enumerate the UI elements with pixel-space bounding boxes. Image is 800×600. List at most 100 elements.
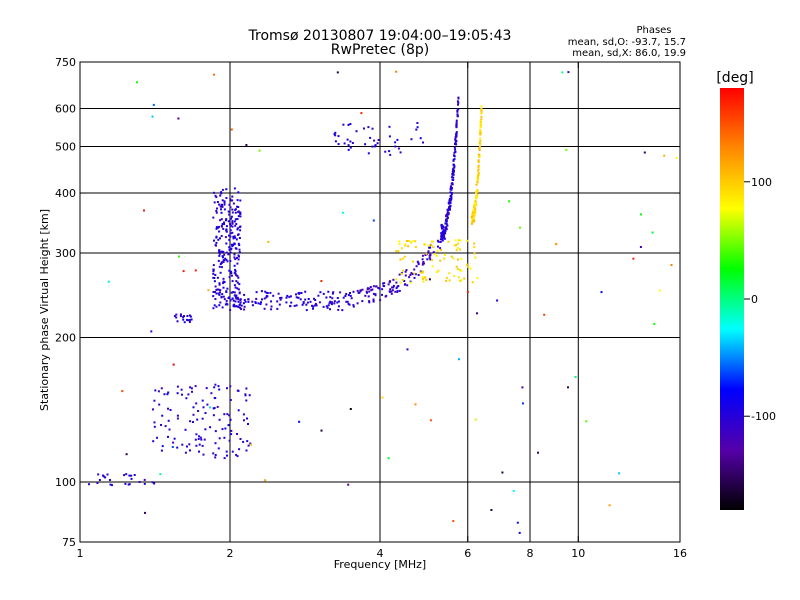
- data-point: [152, 408, 154, 411]
- data-point: [213, 280, 216, 283]
- data-point: [445, 276, 448, 279]
- data-point: [230, 243, 233, 246]
- data-point: [270, 305, 273, 308]
- data-point: [237, 276, 240, 279]
- data-point: [245, 449, 248, 452]
- data-point: [223, 436, 226, 439]
- data-point: [172, 363, 175, 366]
- data-point: [222, 261, 225, 263]
- data-point: [478, 147, 481, 150]
- data-point: [215, 288, 218, 291]
- data-point: [151, 115, 154, 118]
- data-point: [214, 291, 217, 293]
- data-point: [195, 444, 198, 447]
- data-point: [426, 258, 429, 261]
- data-point: [255, 297, 258, 300]
- data-point: [314, 302, 317, 305]
- data-point: [417, 261, 420, 264]
- data-point: [451, 178, 454, 181]
- data-point: [229, 399, 232, 401]
- data-point: [455, 140, 458, 143]
- data-point: [424, 276, 427, 279]
- data-point: [414, 240, 417, 243]
- data-point: [429, 258, 432, 261]
- data-point: [230, 291, 233, 294]
- data-point: [349, 294, 352, 297]
- data-point: [231, 450, 234, 453]
- data-point: [480, 115, 483, 118]
- data-point: [441, 233, 444, 236]
- data-point: [188, 314, 191, 317]
- data-point: [336, 71, 339, 74]
- data-point: [236, 218, 239, 220]
- data-point: [189, 449, 191, 452]
- data-point: [315, 304, 318, 307]
- data-point: [441, 239, 444, 242]
- data-point: [181, 393, 183, 396]
- data-point: [449, 195, 452, 198]
- data-point: [453, 151, 456, 154]
- data-point: [444, 230, 447, 233]
- data-point: [322, 305, 325, 308]
- data-point: [414, 403, 417, 406]
- data-point: [216, 288, 219, 291]
- data-point: [235, 305, 238, 308]
- data-point: [226, 454, 228, 457]
- data-point: [471, 221, 474, 224]
- data-point: [265, 303, 268, 306]
- data-point: [404, 270, 407, 273]
- data-point: [347, 148, 350, 151]
- data-point: [382, 285, 385, 287]
- data-point: [376, 142, 379, 145]
- data-point: [427, 250, 430, 253]
- data-point: [479, 119, 482, 122]
- data-point: [225, 242, 228, 245]
- data-point: [388, 135, 391, 138]
- data-point: [349, 292, 351, 294]
- data-point: [215, 211, 218, 214]
- data-point: [242, 440, 245, 443]
- data-point: [222, 256, 224, 259]
- data-point: [229, 419, 232, 421]
- data-point: [225, 290, 228, 293]
- data-point: [395, 278, 398, 281]
- data-point: [325, 296, 328, 299]
- data-point: [258, 149, 261, 152]
- data-point: [452, 170, 455, 173]
- data-point: [368, 300, 371, 303]
- data-point: [454, 138, 457, 141]
- data-point: [312, 305, 315, 308]
- data-point: [189, 420, 192, 423]
- data-point: [233, 291, 236, 294]
- data-point: [225, 219, 227, 222]
- data-point: [371, 127, 374, 130]
- data-point: [421, 258, 424, 261]
- data-point: [227, 297, 230, 300]
- data-point: [236, 205, 238, 208]
- data-point: [643, 151, 646, 154]
- data-point: [352, 305, 355, 308]
- data-point: [130, 477, 133, 480]
- data-point: [214, 442, 217, 445]
- data-point: [441, 235, 444, 238]
- data-point: [234, 296, 237, 299]
- colorbar-tick-label: 100: [751, 176, 772, 189]
- colorbar-ticks: 100 0 -100: [744, 176, 776, 423]
- data-point: [399, 258, 402, 261]
- data-point: [111, 484, 113, 487]
- data-point: [474, 418, 477, 421]
- data-point: [366, 287, 369, 290]
- data-point: [289, 295, 292, 298]
- data-point: [415, 265, 418, 268]
- data-point: [663, 154, 666, 157]
- data-point: [231, 211, 234, 214]
- data-point: [238, 226, 241, 229]
- data-point: [428, 256, 431, 259]
- data-point: [238, 237, 241, 239]
- data-point: [367, 295, 370, 298]
- data-point: [220, 211, 223, 214]
- data-point: [457, 101, 460, 104]
- data-point: [414, 246, 417, 249]
- data-point: [326, 306, 329, 309]
- data-point: [215, 241, 218, 244]
